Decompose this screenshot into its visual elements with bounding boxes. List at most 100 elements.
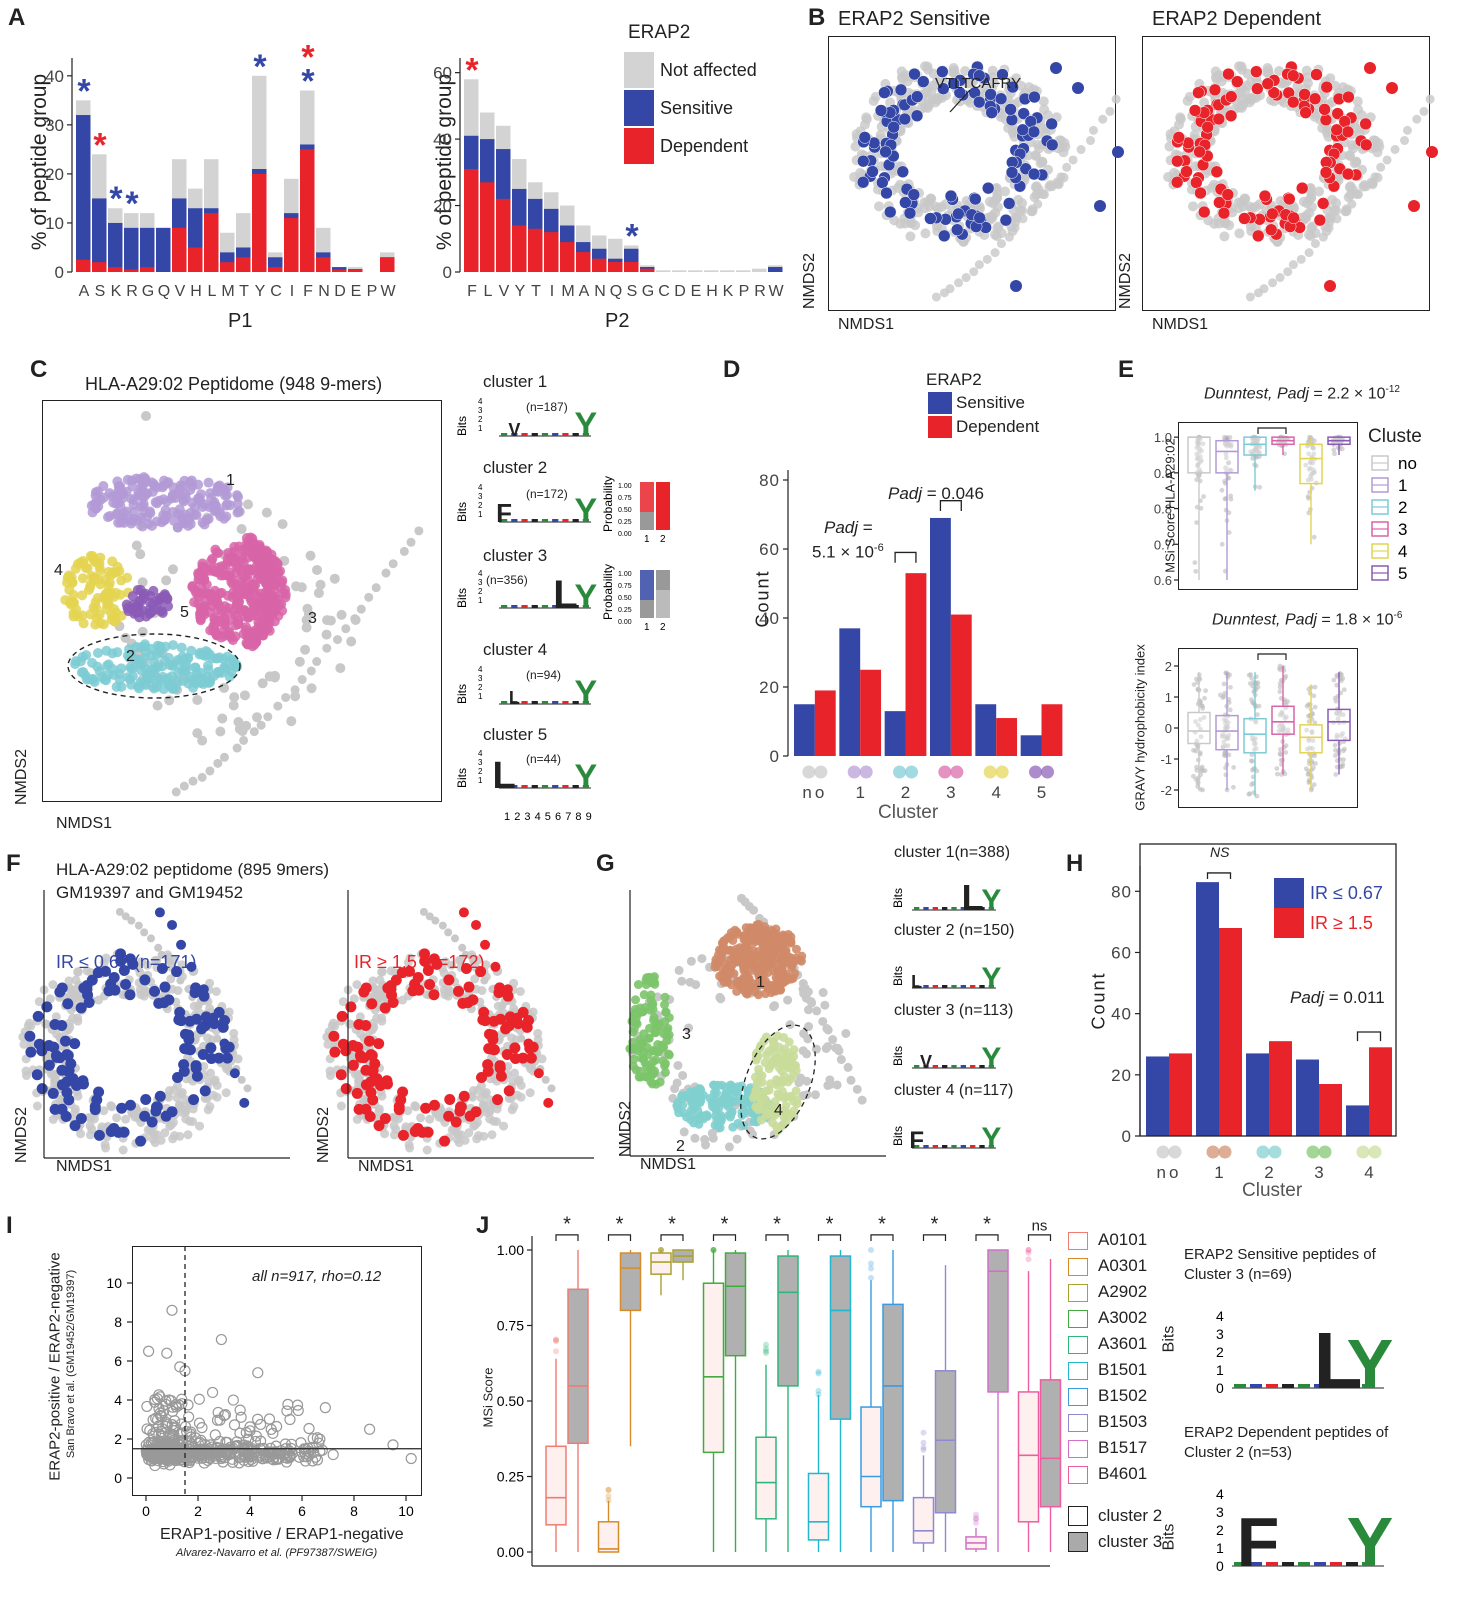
- f-left-point-grey: [139, 983, 149, 993]
- f-right-point-grey: [444, 928, 453, 937]
- f-right-point-grey: [537, 1054, 547, 1064]
- e-top-point: [1224, 443, 1230, 449]
- b-right-point-grey: [1259, 284, 1269, 294]
- c-logo1-residue: [511, 433, 518, 436]
- panel-b-frame-left: [828, 36, 1116, 311]
- d-bar-series2: [996, 718, 1018, 756]
- c-point-cluster4: [77, 590, 88, 601]
- g-point-cluster1: [785, 952, 795, 962]
- a-p2-xtick-label: W: [768, 283, 784, 300]
- f-right-point-highlight: [533, 1068, 544, 1079]
- c-point-cluster5: [121, 599, 132, 610]
- panel-b-xlabel-right: NMDS1: [1152, 316, 1209, 333]
- c-point-grey: [290, 685, 300, 695]
- f-right-point-highlight: [413, 984, 425, 996]
- f-left-point-highlight: [25, 1046, 37, 1058]
- a-p2-xtick-label: T: [531, 283, 541, 300]
- c-point-grey: [399, 546, 409, 556]
- a-p1-bar-dependent: [108, 267, 123, 272]
- f-right-point-grey: [419, 907, 428, 916]
- c-point-cluster4: [103, 566, 114, 577]
- f-right-point-highlight: [443, 974, 455, 986]
- g-point-grey: [732, 1134, 742, 1144]
- c-point-cluster2: [127, 671, 138, 682]
- g-point-grey: [798, 979, 808, 989]
- b-left-point-grey: [927, 80, 938, 91]
- e-top-point: [1219, 541, 1225, 547]
- e-bot-point: [1310, 765, 1316, 771]
- f-right-point-grey: [509, 978, 519, 988]
- b-left-point-highlight: [1027, 125, 1041, 139]
- a-p2-bar-dependent: [528, 228, 543, 272]
- d-legend-swatch-sensitive: [928, 392, 952, 414]
- c-point-grey: [249, 727, 259, 737]
- c-point-cluster2: [88, 673, 99, 684]
- f-left-point-highlight: [205, 1042, 217, 1054]
- a-p2-xtick-label: S: [627, 283, 638, 300]
- a-p1-bar-dependent: [172, 227, 187, 272]
- a-p2-ytick-label: 60: [433, 64, 452, 83]
- e-top-point: [1310, 470, 1315, 476]
- f-left-point-grey: [211, 986, 221, 996]
- b-left-point-grey: [992, 202, 1003, 213]
- g-point-grey: [715, 992, 725, 1002]
- c-point-cluster4: [107, 556, 118, 567]
- b-right-point-highlight: [1238, 212, 1251, 225]
- c-prob-tick: 0.25: [618, 607, 632, 614]
- e-top-point: [1311, 451, 1317, 457]
- b-right-point-highlight: [1222, 67, 1235, 81]
- c-cluster-label-4: 4: [54, 562, 63, 579]
- e-top-point: [1257, 444, 1263, 450]
- g-point-cluster2: [689, 1118, 699, 1128]
- b-right-point-grey: [1188, 201, 1199, 212]
- a-p2-xtick-label: M: [561, 283, 574, 300]
- b-left-point-grey: [996, 239, 1006, 249]
- f-left-point-grey: [121, 912, 130, 921]
- g-point-grey: [670, 1084, 680, 1094]
- b-left-point-grey: [931, 93, 942, 104]
- e-bot-point: [1279, 709, 1285, 715]
- c-point-cluster1: [113, 517, 124, 528]
- b-right-point-grey: [1301, 65, 1312, 76]
- c-point-grey: [197, 772, 207, 782]
- f-right-point-highlight: [517, 1052, 529, 1064]
- g-point-cluster3: [646, 1077, 656, 1087]
- d-bar-series2: [905, 573, 927, 756]
- e-top-point: [1226, 460, 1232, 465]
- e-bot-point: [1221, 694, 1227, 699]
- b-left-point-highlight: [944, 189, 958, 203]
- e-top-point: [1194, 520, 1200, 525]
- f-right-point-highlight: [503, 1085, 515, 1097]
- f-left-point-highlight: [229, 1068, 240, 1079]
- a-p1-bar-sensitive: [156, 227, 171, 272]
- c-point-cluster2: [93, 648, 104, 659]
- f-right-point-grey: [354, 1079, 364, 1089]
- c-point-cluster3: [211, 566, 222, 577]
- f-label-right: IR ≥ 1.5 (n=172): [354, 952, 485, 972]
- c-point-cluster1: [111, 509, 122, 520]
- b-right-point-highlight: [1217, 206, 1231, 220]
- f-left-point-grey: [73, 967, 83, 977]
- f-left-point-grey: [121, 1114, 131, 1124]
- e-bot-point: [1224, 734, 1230, 740]
- g-point-cluster1: [763, 980, 773, 990]
- c-logo1-n: (n=187): [526, 400, 568, 414]
- g-point-cluster2: [710, 1095, 720, 1105]
- g-point-cluster4: [788, 1070, 798, 1080]
- g-point-cluster2: [673, 1098, 683, 1108]
- e-top-point: [1223, 465, 1229, 471]
- a-p1-bar-dependent: [76, 259, 91, 272]
- e-legend-label: 4: [1398, 542, 1407, 561]
- b-right-point-highlight: [1318, 103, 1331, 116]
- f-left-point-grey: [206, 1068, 216, 1078]
- f-right-point-highlight: [373, 1120, 385, 1132]
- c-logo3-n: (n=356): [486, 573, 528, 587]
- c-point-cluster4: [100, 588, 111, 599]
- f-right-point-grey: [352, 1114, 362, 1124]
- b-right-point-highlight: [1342, 90, 1355, 104]
- f-right-point-highlight: [360, 1064, 372, 1076]
- f-right-point-grey: [464, 1128, 474, 1138]
- e-top-point: [1331, 447, 1337, 453]
- f-left-point-highlight: [178, 1065, 190, 1077]
- e-top-point: [1193, 568, 1199, 574]
